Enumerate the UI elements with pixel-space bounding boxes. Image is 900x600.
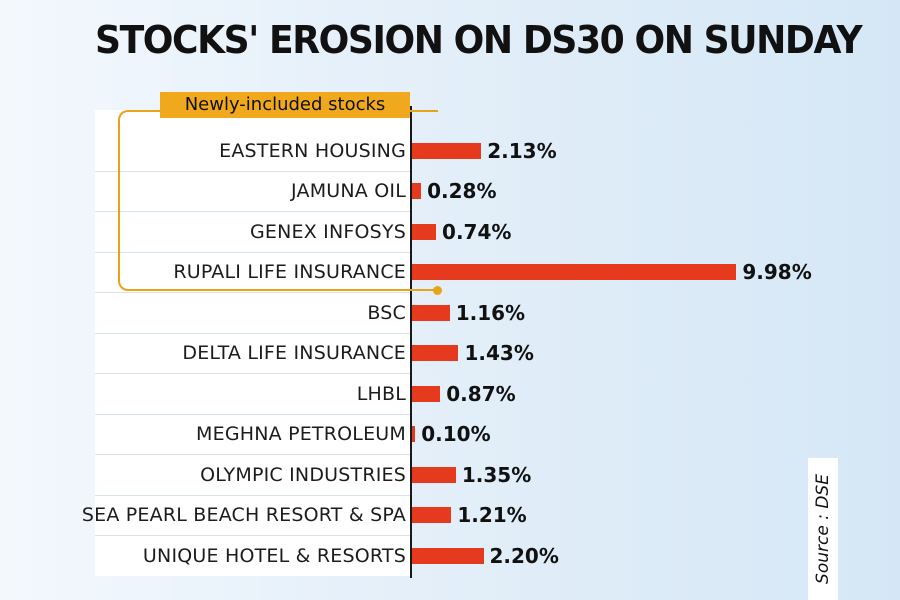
bar (412, 183, 422, 199)
row-separator (95, 251, 411, 253)
bracket-dot (433, 286, 442, 295)
bar (412, 507, 452, 523)
row-separator (95, 292, 411, 294)
bar (412, 304, 450, 321)
value-label: 0.87% (446, 381, 516, 406)
value-label: 1.21% (457, 503, 527, 527)
value-label: 2.13% (487, 138, 557, 163)
value-label: 9.98% (742, 260, 812, 284)
bar (412, 426, 416, 442)
new-stocks-bracket (118, 110, 438, 291)
value-label: 1.35% (461, 462, 532, 487)
category-label-panel (95, 110, 411, 576)
row-separator (95, 454, 411, 456)
row-separator (95, 413, 411, 415)
category-label: MEGHNA PETROLEUM (196, 423, 406, 445)
bar (412, 345, 459, 361)
category-label: BSC (367, 301, 406, 324)
value-label: 0.28% (427, 179, 497, 203)
row-separator (95, 373, 411, 375)
category-label: DELTA LIFE INSURANCE (182, 342, 406, 364)
value-label: 2.20% (489, 543, 559, 568)
category-label: OLYMPIC INDUSTRIES (200, 463, 406, 486)
legend-newly-included: Newly-included stocks (160, 92, 410, 118)
row-separator (95, 332, 411, 334)
chart-axis-line (410, 106, 412, 578)
bar (412, 547, 484, 564)
value-label: 0.10% (421, 422, 491, 446)
category-label: LHBL (356, 382, 406, 405)
bar (412, 142, 482, 159)
category-label: EASTERN HOUSING (219, 139, 406, 162)
category-label: UNIQUE HOTEL & RESORTS (142, 544, 406, 567)
value-label: 0.74% (442, 219, 512, 244)
category-label: GENEX INFOSYS (249, 220, 406, 243)
source-background (808, 458, 838, 600)
bar (412, 264, 737, 280)
category-label: SEA PEARL BEACH RESORT & SPA (81, 504, 406, 526)
category-label: RUPALI LIFE INSURANCE (173, 261, 406, 283)
row-separator (95, 535, 411, 537)
bar (412, 385, 441, 402)
bar (412, 223, 437, 240)
bar (412, 466, 456, 483)
value-label: 1.16% (455, 300, 526, 325)
source-label: Source : DSE (813, 474, 833, 584)
value-label: 1.43% (464, 341, 534, 365)
chart-title: STOCKS' EROSION ON DS30 ON SUNDAY (95, 18, 863, 62)
row-separator (95, 211, 411, 213)
row-separator (95, 170, 411, 172)
category-label: JAMUNA OIL (291, 180, 406, 202)
row-separator (95, 494, 411, 496)
